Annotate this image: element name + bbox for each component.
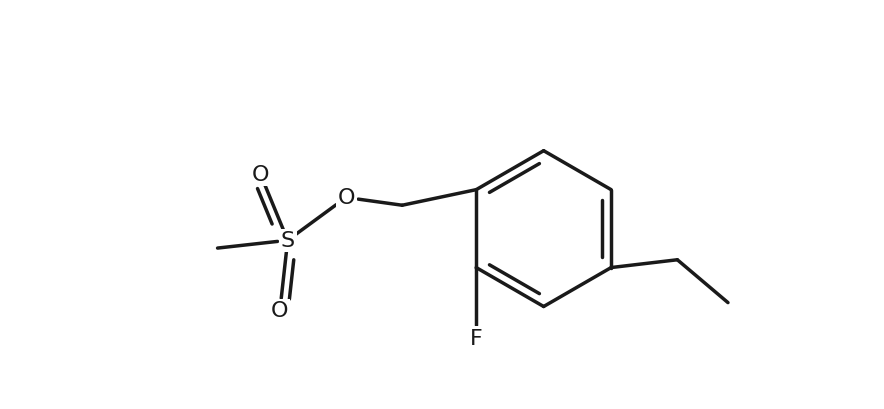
Text: O: O: [271, 301, 289, 321]
Text: O: O: [252, 165, 269, 184]
Text: F: F: [469, 328, 483, 348]
Text: S: S: [280, 231, 294, 251]
Text: O: O: [338, 188, 354, 208]
